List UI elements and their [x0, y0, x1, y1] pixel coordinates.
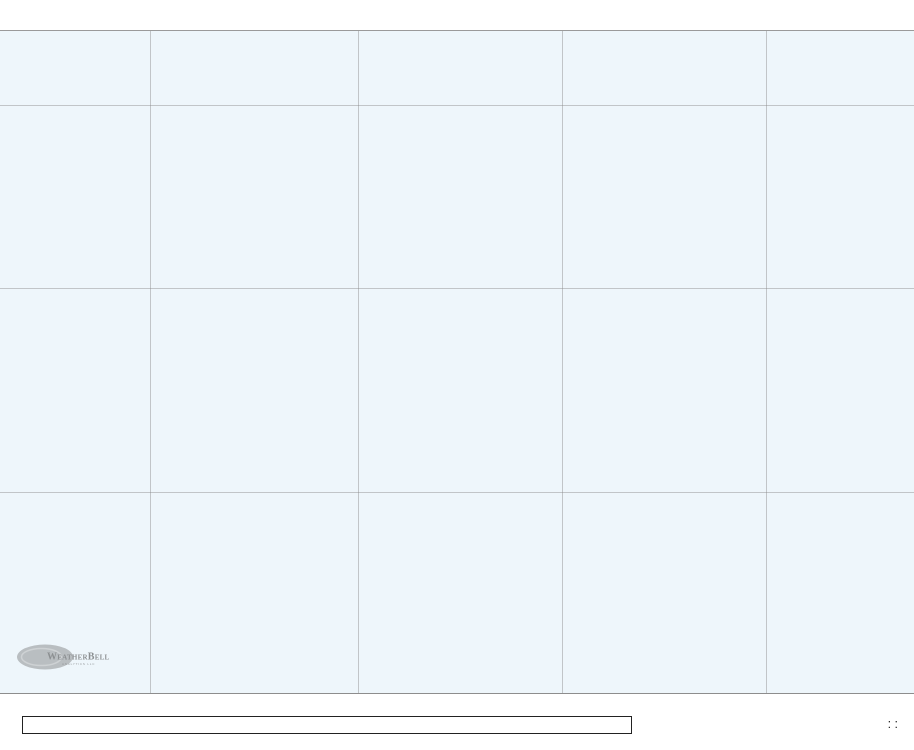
weatherbell-logo: WEATHERBELL ANALYTICS LLC — [17, 644, 110, 670]
graticule-lat-10 — [0, 105, 914, 106]
graticule-lat-30 — [0, 492, 914, 493]
header-divider — [0, 30, 914, 31]
colorbar-tick-labels — [22, 700, 632, 714]
graticule-lon-40 — [766, 31, 767, 693]
colorbar-panel: : : — [0, 694, 914, 750]
map-panel[interactable]: WEATHERBELL ANALYTICS LLC — [0, 31, 914, 694]
svg-text:WEATHERBELL: WEATHERBELL — [47, 652, 110, 663]
colorbar-gradient[interactable] — [22, 716, 632, 734]
chart-header — [0, 0, 914, 31]
graticule-lat-20 — [0, 288, 914, 289]
graticule-lon-50 — [562, 31, 563, 693]
temperature-anomaly-raster — [0, 31, 914, 693]
max-min-readout: : : — [887, 717, 898, 731]
graticule-lon-60 — [358, 31, 359, 693]
graticule-lon-70 — [150, 31, 151, 693]
svg-text:ANALYTICS LLC: ANALYTICS LLC — [62, 662, 95, 666]
